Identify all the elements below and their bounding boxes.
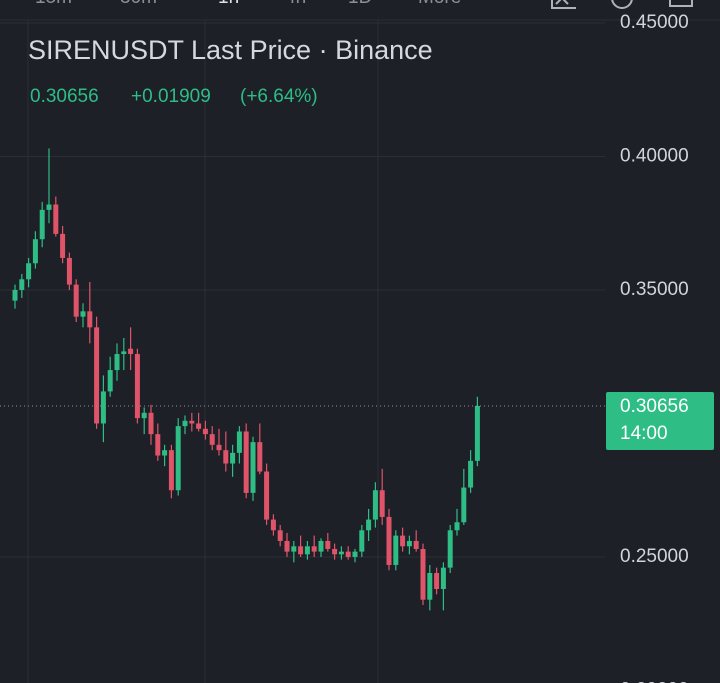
- last-price-label: 0.30656: [620, 396, 689, 417]
- candle-body: [223, 450, 229, 464]
- candle-body: [413, 540, 419, 549]
- candle-body: [60, 233, 66, 258]
- candle-body: [162, 450, 168, 456]
- change: +0.01909: [131, 86, 211, 107]
- candle-body: [345, 551, 351, 557]
- candle-body: [155, 434, 161, 456]
- candle-body: [454, 522, 460, 531]
- toolbar-tab[interactable]: 1h: [218, 0, 239, 8]
- toolbar-tab[interactable]: More: [418, 0, 461, 8]
- candle-body: [468, 460, 474, 488]
- y-tick-label: 0.40000: [620, 145, 689, 166]
- candle-body: [243, 431, 249, 493]
- icon: [669, 0, 693, 7]
- candle-body: [121, 351, 127, 355]
- candle-body: [447, 530, 453, 568]
- candle-body: [12, 289, 18, 301]
- candle-body: [230, 452, 236, 464]
- y-tick-label: 0.35000: [620, 279, 689, 300]
- candle-body: [420, 548, 426, 600]
- candle-body: [440, 567, 446, 590]
- candle-body: [366, 519, 372, 531]
- candle-body: [209, 434, 215, 445]
- candle-body: [379, 490, 385, 517]
- candle-body: [202, 428, 208, 435]
- candle-body: [134, 354, 140, 419]
- candle-body: [80, 311, 86, 317]
- candle-body: [94, 327, 100, 424]
- candle-body: [182, 420, 188, 427]
- candle-body: [406, 540, 412, 547]
- candle-body: [386, 516, 392, 565]
- candle-body: [257, 442, 263, 472]
- countdown: 14:00: [620, 423, 668, 444]
- candle-body: [175, 426, 181, 491]
- toolbar-icons: [551, 0, 693, 9]
- candle-body: [332, 548, 338, 555]
- candle-body: [168, 450, 174, 491]
- candle-body: [461, 487, 467, 523]
- toolbar-tab[interactable]: 30m: [120, 0, 157, 8]
- candle-body: [87, 311, 93, 328]
- chart-title: SIRENUSDT Last Price · Binance: [28, 35, 433, 65]
- last-price-tag: [606, 391, 714, 450]
- candle-body: [39, 209, 45, 240]
- candle-body: [427, 572, 433, 600]
- candle-body: [434, 572, 440, 590]
- y-tick-label: 0.45000: [620, 12, 689, 33]
- candle-body: [304, 546, 310, 555]
- candle-body: [189, 420, 195, 424]
- candle-body: [148, 412, 154, 435]
- candle-body: [270, 519, 276, 531]
- toolbar-tab[interactable]: 4h: [285, 0, 306, 8]
- candle-body: [352, 551, 358, 557]
- candle-body: [318, 540, 324, 552]
- candle-body: [73, 284, 79, 317]
- candle-body: [359, 530, 365, 552]
- candle-body: [114, 354, 120, 371]
- candle-body: [277, 530, 283, 541]
- candle-body: [107, 370, 113, 392]
- candle-body: [291, 546, 297, 552]
- price: 0.30656: [30, 86, 99, 107]
- icon: [551, 0, 576, 9]
- y-tick-label: 0.20000: [620, 679, 689, 683]
- icon: [611, 0, 633, 9]
- candle-body: [325, 540, 331, 549]
- candle-body: [236, 431, 242, 453]
- candle-body: [66, 257, 72, 285]
- candle-body: [474, 405, 480, 461]
- candle-body: [284, 540, 290, 552]
- toolbar-tab[interactable]: 15m: [35, 0, 72, 8]
- candle-body: [393, 535, 399, 565]
- candle-body: [338, 551, 344, 555]
- candle-body: [19, 279, 25, 290]
- candle-body: [128, 348, 134, 355]
- y-tick-label: 0.25000: [620, 546, 689, 567]
- candle-body: [250, 442, 256, 493]
- candle-body: [264, 471, 270, 520]
- candle-body: [46, 204, 52, 210]
- change-pct: (+6.64%): [240, 86, 318, 107]
- candle-body: [26, 263, 32, 280]
- candle-body: [196, 423, 202, 429]
- candle-body: [216, 444, 222, 451]
- candle-body: [298, 546, 304, 555]
- candle-body: [32, 239, 38, 264]
- candle-body: [400, 535, 406, 547]
- candle-body: [372, 490, 378, 520]
- candle-body: [100, 391, 106, 424]
- candle-body: [53, 204, 59, 234]
- toolbar-tab[interactable]: 1D: [348, 0, 372, 8]
- candle-body: [141, 412, 147, 419]
- candle-body: [311, 546, 317, 552]
